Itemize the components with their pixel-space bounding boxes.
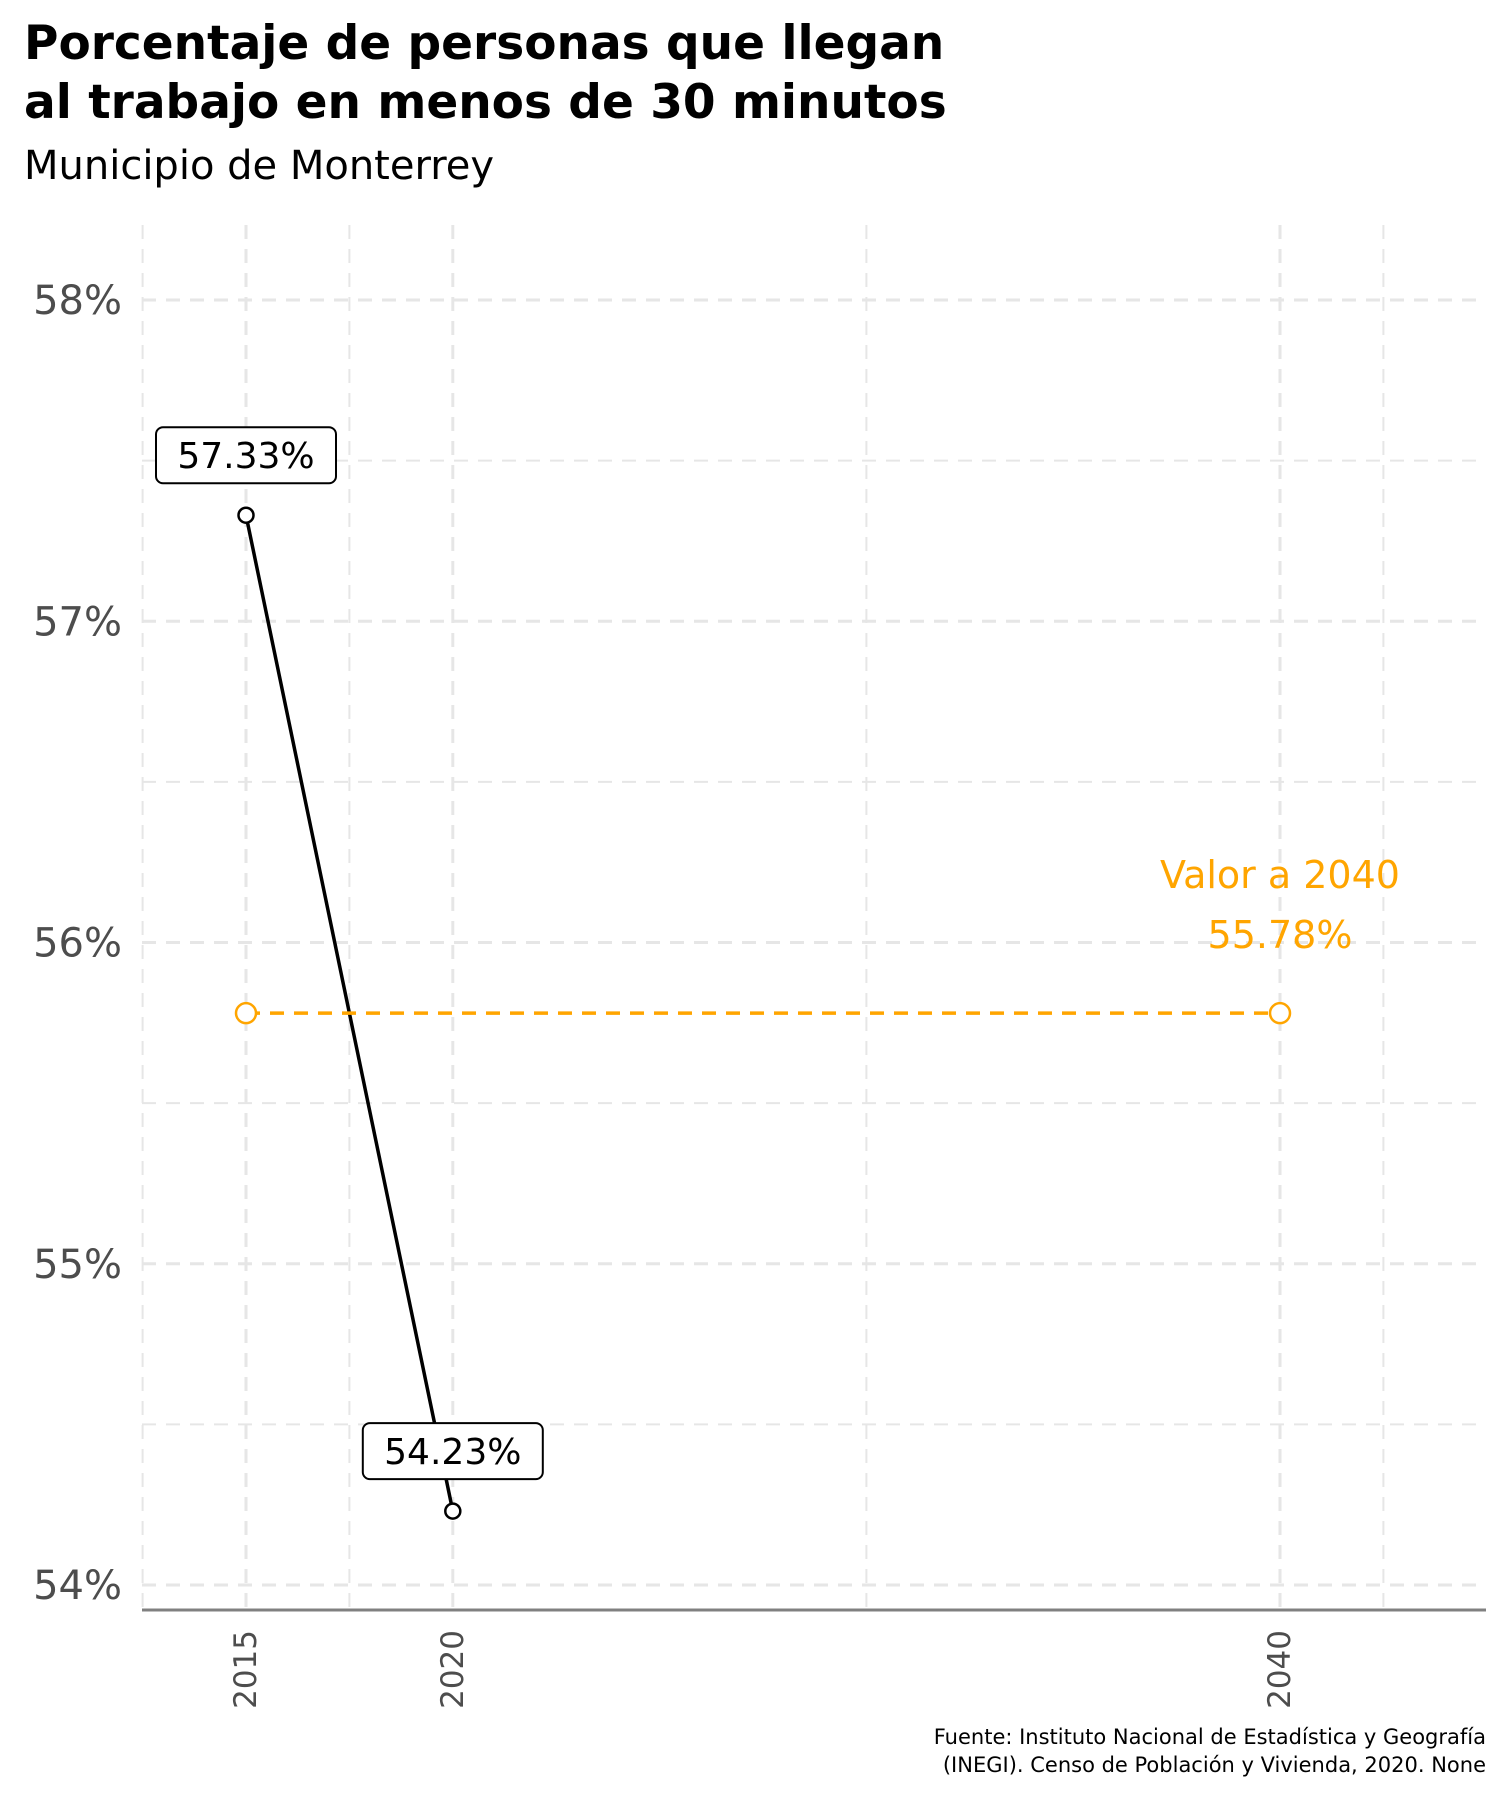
caption-line-2: (INEGI). Censo de Población y Vivienda, …	[942, 1753, 1486, 1777]
chart-title: Porcentaje de personas que llegan al tra…	[24, 14, 1124, 132]
series-1	[234, 1001, 1292, 1025]
data-point	[444, 1502, 462, 1520]
x-tick-label: 2040	[1262, 1630, 1298, 1709]
y-tick-label: 56%	[33, 921, 122, 967]
data-label: 54.23%	[384, 1432, 521, 1473]
chart-caption: Fuente: Instituto Nacional de Estadístic…	[586, 1723, 1486, 1779]
data-point	[1268, 1001, 1292, 1025]
y-axis-ticks: 54% 55% 56% 57% 58%	[33, 278, 122, 1609]
annotation-value: 55.78%	[1208, 913, 1353, 957]
caption-line-1: Fuente: Instituto Nacional de Estadístic…	[933, 1725, 1486, 1749]
data-label-box	[155, 426, 337, 485]
data-point	[237, 506, 255, 524]
x-axis-ticks: 2015 2020 2040	[228, 1630, 1298, 1709]
data-label-box	[361, 1422, 544, 1481]
data-point	[234, 1001, 258, 1025]
y-tick-label: 55%	[33, 1242, 122, 1288]
annotation-title: Valor a 2040	[1160, 853, 1400, 897]
data-label: 57.33%	[177, 436, 314, 477]
chart-title-line-2: al trabajo en menos de 30 minutos	[24, 75, 947, 130]
y-tick-label: 57%	[33, 599, 122, 645]
grid-lines	[141, 225, 1486, 1610]
chart-subtitle: Municipio de Monterrey	[24, 143, 495, 189]
x-tick-label: 2015	[228, 1630, 264, 1709]
chart-title-line-1: Porcentaje de personas que llegan	[24, 16, 945, 71]
series-0: 57.33% 54.23%	[155, 426, 544, 1520]
y-tick-label: 54%	[33, 1563, 122, 1609]
annotation: Valor a 2040 55.78%	[1160, 853, 1400, 957]
x-tick-label: 2020	[435, 1630, 471, 1709]
y-tick-label: 58%	[33, 278, 122, 324]
